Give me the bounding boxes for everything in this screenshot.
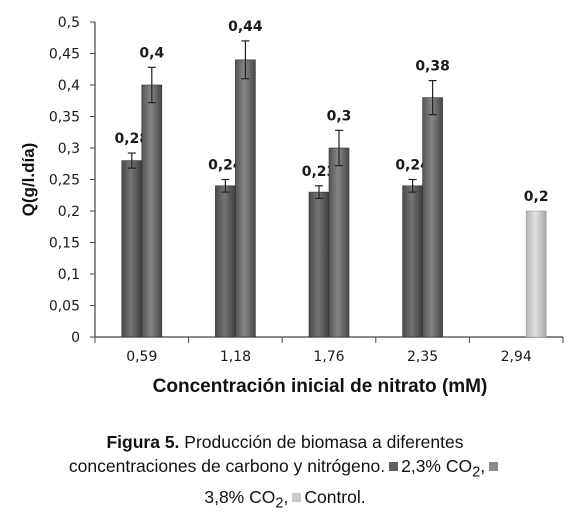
- caption-separator: ,: [480, 456, 485, 476]
- data-label: 0,3: [327, 108, 352, 124]
- y-tick-label: 0,2: [58, 204, 80, 220]
- bar: [526, 211, 546, 337]
- bar: [122, 161, 142, 337]
- caption-separator: ,: [283, 487, 288, 507]
- legend-label-series-2: 3,8% CO: [204, 487, 275, 507]
- x-tick-label: 1,76: [313, 349, 344, 365]
- legend-swatch-series-1: [389, 462, 398, 471]
- legend-swatch-series-2: [489, 462, 498, 471]
- y-tick-label: 0,4: [58, 78, 80, 94]
- legend-label-series-3: Control.: [304, 487, 365, 507]
- x-tick-label: 1,18: [220, 349, 251, 365]
- y-tick-label: 0,1: [58, 267, 80, 283]
- caption-figure-label: Figura 5.: [106, 432, 179, 452]
- data-label: 0,4: [139, 45, 164, 61]
- y-tick-label: 0: [71, 330, 80, 346]
- x-axis-title: Concentración inicial de nitrato (mM): [153, 376, 488, 397]
- bar: [309, 192, 329, 337]
- caption-line-3: 3,8% CO2,Control.: [0, 485, 570, 515]
- caption-text-2: concentraciones de carbono y nitrógeno.: [69, 456, 385, 476]
- y-tick-label: 0,3: [58, 141, 80, 157]
- legend-label-series-1: 2,3% CO: [401, 456, 472, 476]
- y-axis-title: Q(g/l.día): [19, 143, 38, 217]
- figure-caption: Figura 5. Producción de biomasa a difere…: [0, 430, 570, 515]
- bar: [142, 85, 162, 337]
- caption-line-2: concentraciones de carbono y nitrógeno. 2…: [0, 454, 570, 485]
- legend-swatch-series-3: [292, 493, 301, 502]
- y-tick-label: 0,05: [49, 299, 80, 315]
- y-tick-label: 0,15: [49, 236, 80, 252]
- bar-chart: 0 0,05 0,1 0,15 0,2 0,25 0,3 0,35 0,4 0,45 0,5 0,59…: [0, 0, 570, 420]
- x-tick-label: 2,35: [407, 349, 438, 365]
- y-tick-label: 0,5: [58, 15, 80, 31]
- legend-sub-series-1: 2: [472, 465, 480, 481]
- data-label: 0,2: [524, 189, 549, 205]
- bar: [329, 148, 349, 337]
- bar: [215, 186, 235, 337]
- y-tick-label: 0,35: [49, 110, 80, 126]
- bar: [403, 186, 423, 337]
- data-label: 0,38: [415, 59, 450, 75]
- data-label: 0,44: [228, 19, 263, 35]
- y-tick-label: 0,45: [49, 47, 80, 63]
- y-tick-label: 0,25: [49, 173, 80, 189]
- bar: [235, 60, 255, 337]
- caption-text-1: Producción de biomasa a diferentes: [184, 432, 463, 452]
- bar: [423, 98, 443, 337]
- caption-line-1: Figura 5. Producción de biomasa a difere…: [0, 430, 570, 454]
- x-tick-label: 2,94: [501, 349, 532, 365]
- x-tick-label: 0,59: [126, 349, 157, 365]
